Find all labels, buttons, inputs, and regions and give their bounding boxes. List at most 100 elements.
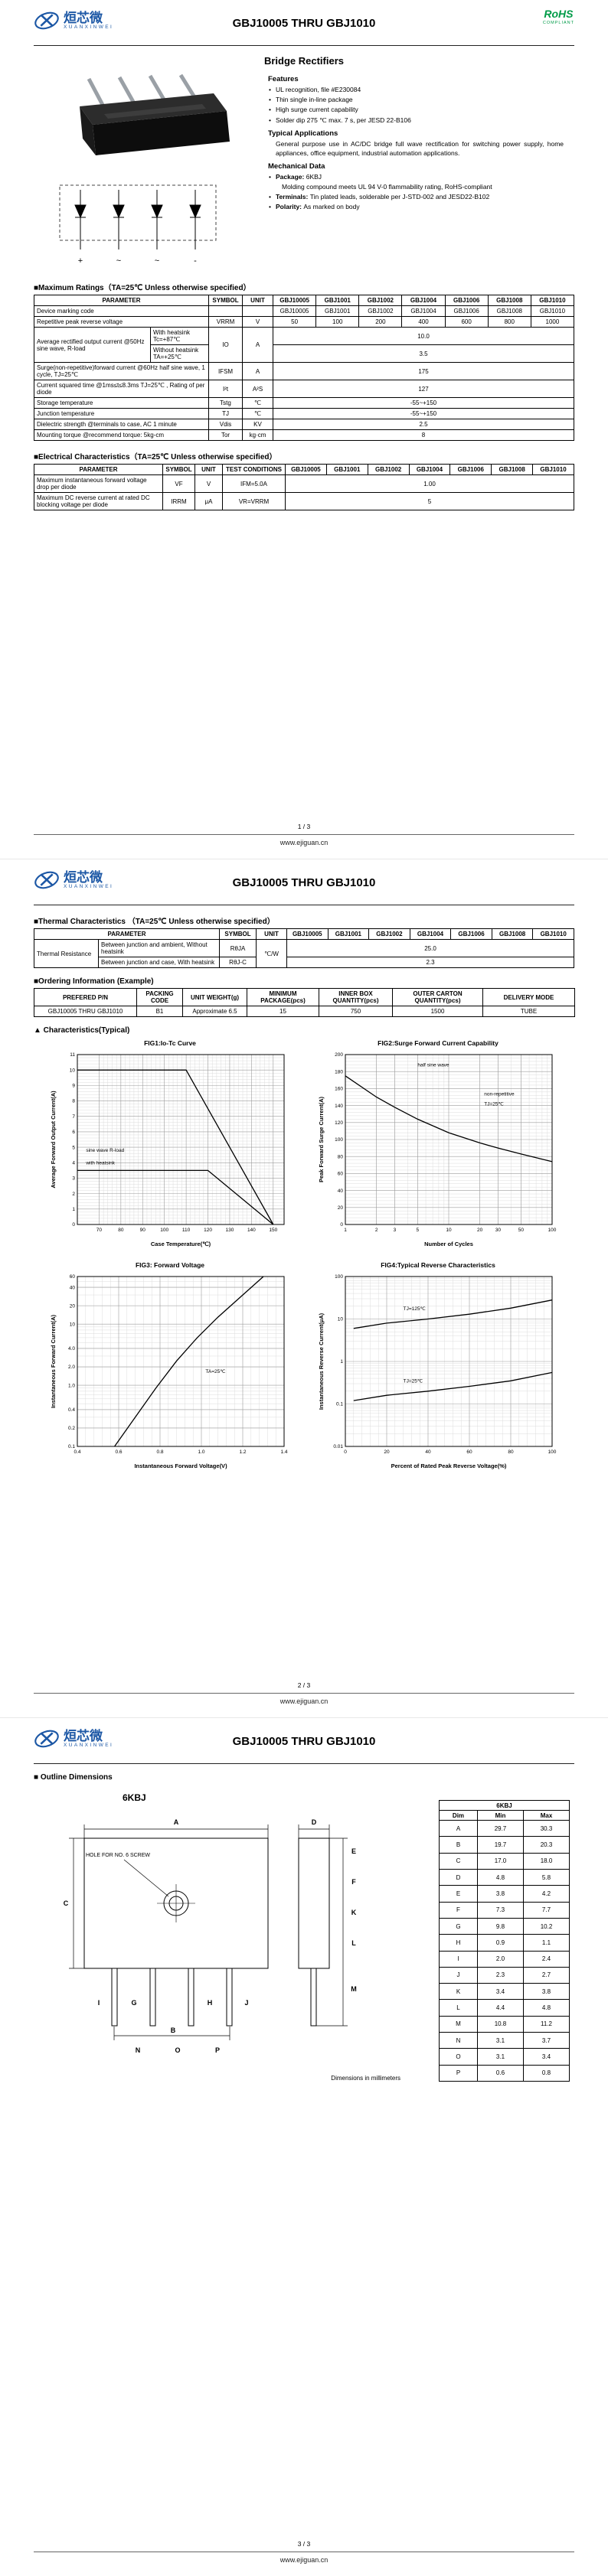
fig1-title: FIG1:Io-Tc Curve [144,1039,196,1047]
table-cell: E [438,1885,478,1903]
fig3-plot: 0.4 0.6 0.8 1.0 1.2 1.4 0.1 0.2 0.4 1.0 2.0 4.0 10 20… [48,1270,292,1471]
ordering-heading: ■Ordering Information (Example) [34,977,154,986]
brand-logo: 烜芯微 XUANXINWEI [34,8,113,34]
mechanical-polarity-value: As marked on body [303,203,360,211]
table-cell: IFM=5.0A [222,474,286,493]
characteristics-charts: FIG1:Io-Tc Curve 70 80 90 100 110 120 130 140 15… [0,1039,608,1471]
outline-section: 6KBJ [38,1792,570,2082]
svg-text:5: 5 [72,1145,75,1150]
table-cell: 3.5 [273,344,574,363]
table-cell [242,305,274,317]
intro-section: + ~ ~ - Features UL recognition, file #E… [34,71,574,272]
svg-text:50: 50 [518,1228,525,1233]
table-cell: UNIT [256,928,288,940]
table-row: G 9.8 10.2 [438,1917,570,1935]
svg-text:100: 100 [335,1137,343,1143]
table-cell: ℃ [242,408,274,419]
table-cell: Repetitive peak reverse voltage [33,316,210,328]
table-row: M 10.8 11.2 [438,2015,570,2033]
svg-text:sine wave R-load: sine wave R-load [86,1148,124,1153]
table-cell: RθJA [219,939,257,957]
table-cell: 3.8 [476,1885,524,1903]
table-cell: Average rectified output current @50Hz s… [34,327,151,363]
table-cell: 127 [273,380,574,398]
table-cell: 10.8 [476,2015,524,2033]
product-title: Bridge Rectifiers [263,55,345,67]
page-number: 3 / 3 [297,2540,311,2548]
table-cell: SYMBOL [208,295,244,306]
svg-text:Percent of Rated Peak Reverse: Percent of Rated Peak Reverse Voltage(%) [391,1462,507,1469]
table-cell: Dielectric strength @terminals to case, … [33,419,210,430]
table-cell: 25.0 [286,939,574,957]
table-cell: 4.8 [476,1868,524,1886]
svg-text:60: 60 [70,1274,76,1280]
svg-text:100: 100 [160,1228,168,1233]
svg-text:0.4: 0.4 [74,1449,80,1455]
svg-text:40: 40 [70,1285,76,1290]
svg-text:1.4: 1.4 [280,1449,287,1455]
svg-text:5: 5 [417,1228,420,1233]
table-row: Current squared time @1ms≤t≤8.3ms TJ=25℃… [33,380,574,398]
fig1-plot: 70 80 90 100 110 120 130 140 150 0 1 2 3 4 5 6 7 8 9 10 11 si… [48,1048,292,1249]
brand-name-cn: 烜芯微 [64,1728,103,1743]
website-url: www.ejiguan.cn [279,1697,329,1705]
features-heading: Features [268,75,299,83]
svg-text:20: 20 [477,1228,483,1233]
svg-text:1: 1 [344,1228,347,1233]
table-row: H 0.9 1.1 [438,1934,570,1952]
logo-icon [34,11,59,30]
table-cell: GBJ1010 [532,928,574,940]
table-cell: IRRM [162,492,195,510]
table-row: P 0.6 0.8 [438,2064,570,2082]
table-cell: 0.9 [476,1934,524,1952]
svg-text:Instantaneous Forward Voltage(: Instantaneous Forward Voltage(V) [134,1462,227,1469]
mechanical-terminals-line: Terminals: Tin plated leads, solderable … [268,192,574,202]
table-cell: GBJ1010 [530,295,575,306]
svg-text:4: 4 [72,1160,75,1166]
table-row: Maximum instantaneous forward voltage dr… [34,474,574,493]
dimension-letter: H [208,1999,213,2007]
table-cell: UNIT WEIGHT(g) [182,988,247,1006]
characteristics-heading: ▲ Characteristics(Typical) [34,1026,130,1035]
dimension-letter: B [171,2027,176,2034]
table-row: N 3.1 3.7 [438,2032,570,2049]
brand-text: 烜芯微 XUANXINWEI [64,1728,113,1748]
table-cell: GBJ1004 [401,305,446,317]
page-header: 烜芯微 XUANXINWEI GBJ10005 THRU GBJ1010 [34,1718,574,1764]
table-cell: 4.8 [522,1999,570,2017]
svg-text:Instantaneous Forward Current(: Instantaneous Forward Current(A) [50,1314,57,1408]
svg-text:30: 30 [495,1228,502,1233]
table-cell: IFSM [208,362,244,380]
table-cell: B1 [136,1006,183,1017]
table-row: Device marking code GBJ10005 GBJ1001 GBJ… [33,305,575,317]
table-cell: GBJ1002 [358,305,403,317]
svg-text:20: 20 [70,1303,76,1309]
dimension-letter: N [136,2046,141,2054]
feature-item: UL recognition, file #E230084 [268,85,574,95]
mechanical-heading: Mechanical Data [268,162,325,171]
table-cell: Mounting torque @recommend torque: 5kg-c… [33,429,210,441]
svg-text:100: 100 [548,1449,557,1455]
table-row: E 3.8 4.2 [438,1885,570,1903]
mechanical-package-line: Package: 6KBJ [268,172,574,182]
table-cell: Between junction and ambient, Without he… [97,939,221,957]
table-cell: 18.0 [522,1852,570,1870]
svg-text:7: 7 [72,1114,75,1120]
svg-text:140: 140 [335,1104,343,1109]
table-row: Dielectric strength @terminals to case, … [33,419,574,430]
dimension-letter: I [98,1999,100,2007]
table-cell: GBJ10005 [273,305,317,317]
table-cell: 0.6 [476,2064,524,2082]
table-cell: V [194,474,223,493]
dimension-letter: K [351,1909,357,1916]
table-cell: N [438,2032,478,2049]
svg-text:10: 10 [338,1317,344,1322]
table-cell: 3.7 [522,2032,570,2049]
table-cell: Tstg [208,397,244,409]
brand-logo: 烜芯微 XUANXINWEI [34,1726,113,1752]
page-footer: 2 / 3 www.ejiguan.cn [34,1681,574,1705]
brand-logo: 烜芯微 XUANXINWEI [34,867,113,893]
table-cell: Dim [438,1810,478,1821]
table-cell: GBJ1008 [491,928,534,940]
dimensions-table: 6KBJ Dim Min Max A 29.7 30.3 B 19.7 20.3 C 17.0… [438,1800,570,2082]
